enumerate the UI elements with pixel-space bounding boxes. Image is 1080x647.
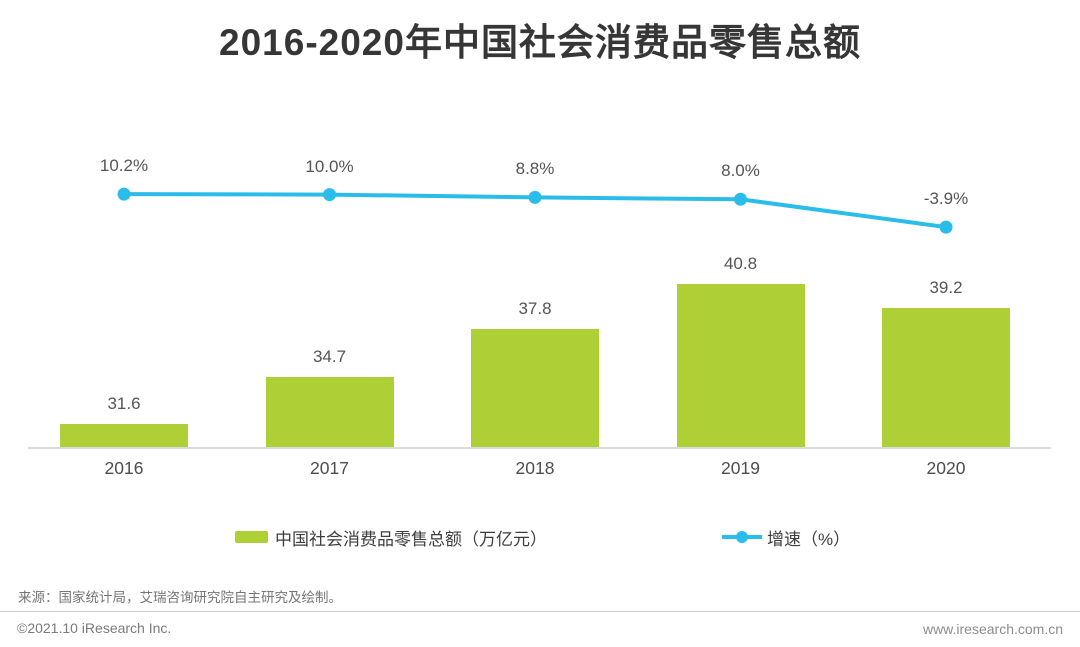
bar-2017 [265,376,394,448]
bar-2020 [882,308,1010,448]
source-note: 来源：国家统计局，艾瑞咨询研究院自主研究及绘制。 [18,590,342,605]
bar-2016 [60,423,188,448]
line-point-2020 [939,220,953,234]
footer-divider [0,611,1080,612]
bar-value-label-2017: 34.7 [312,346,347,366]
bar-2019 [676,283,805,448]
line-value-label-2017: 10.0% [305,156,354,176]
x-axis-line [28,447,1051,449]
x-axis-label-2019: 2019 [721,458,760,478]
line-legend-label: 增速（%） [767,529,851,549]
line-point-2016 [117,187,131,201]
line-point-2018 [528,190,542,204]
x-axis-label-2020: 2020 [926,458,966,478]
line-value-label-2018: 8.8% [515,159,555,179]
x-axis-label-2018: 2018 [515,458,555,478]
chart-title: 2016-2020年中国社会消费品零售总额 [219,22,861,63]
bar-legend-label: 中国社会消费品零售总额（万亿元） [275,529,547,549]
bar-2018 [471,329,599,448]
line-point-2019 [734,192,747,206]
x-axis-label-2017: 2017 [310,458,349,478]
bar-value-label-2020: 39.2 [929,278,963,298]
line-point-2017 [323,188,336,202]
line-value-label-2020: -3.9% [923,189,969,209]
line-value-label-2016: 10.2% [99,156,149,176]
copyright-text: ©2021.10 iResearch Inc. [17,620,172,636]
line-legend-swatch [722,531,762,543]
x-axis-label-2016: 2016 [104,458,144,478]
bar-value-label-2018: 37.8 [518,299,552,319]
website-link[interactable]: www.iresearch.com.cn [922,621,1063,637]
legend-item-line: 增速（%） [721,525,850,549]
bar-value-label-2016: 31.6 [107,393,141,413]
bar-value-label-2019: 40.8 [723,253,758,273]
legend-item-bar: 中国社会消费品零售总额（万亿元） [235,525,547,549]
line-value-label-2019: 8.0% [721,161,760,181]
bar-legend-swatch [235,531,268,543]
